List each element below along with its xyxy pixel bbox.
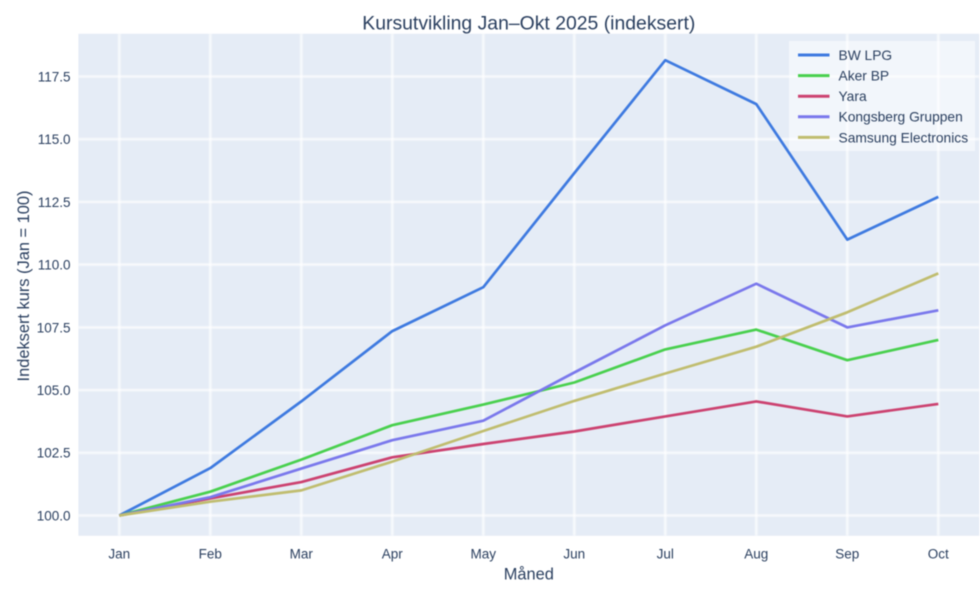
svg-text:Sep: Sep xyxy=(835,546,859,561)
svg-text:Yara: Yara xyxy=(839,89,867,104)
svg-text:Samsung Electronics: Samsung Electronics xyxy=(839,130,969,145)
svg-text:105.0: 105.0 xyxy=(37,383,71,398)
svg-text:Jan: Jan xyxy=(108,546,130,561)
svg-text:BW LPG: BW LPG xyxy=(839,48,893,63)
svg-text:Kongsberg Gruppen: Kongsberg Gruppen xyxy=(839,110,963,125)
svg-text:100.0: 100.0 xyxy=(37,508,71,523)
svg-text:Oct: Oct xyxy=(928,546,949,561)
svg-text:Mar: Mar xyxy=(290,546,314,561)
svg-text:102.5: 102.5 xyxy=(37,446,71,461)
svg-text:May: May xyxy=(471,546,497,561)
svg-text:Aug: Aug xyxy=(744,546,768,561)
svg-text:Aker BP: Aker BP xyxy=(839,69,890,84)
svg-text:Indeksert kurs (Jan = 100): Indeksert kurs (Jan = 100) xyxy=(15,191,33,382)
svg-text:Kursutvikling Jan–Okt 2025 (in: Kursutvikling Jan–Okt 2025 (indeksert) xyxy=(362,13,695,35)
svg-text:Feb: Feb xyxy=(199,546,222,561)
svg-text:Jul: Jul xyxy=(657,546,674,561)
svg-text:117.5: 117.5 xyxy=(38,69,71,84)
svg-text:112.5: 112.5 xyxy=(38,195,71,210)
svg-text:Måned: Måned xyxy=(504,565,554,583)
svg-text:110.0: 110.0 xyxy=(38,258,71,273)
svg-text:115.0: 115.0 xyxy=(38,132,71,147)
svg-text:Apr: Apr xyxy=(382,546,404,561)
svg-text:Jun: Jun xyxy=(563,546,585,561)
svg-text:107.5: 107.5 xyxy=(37,320,71,335)
